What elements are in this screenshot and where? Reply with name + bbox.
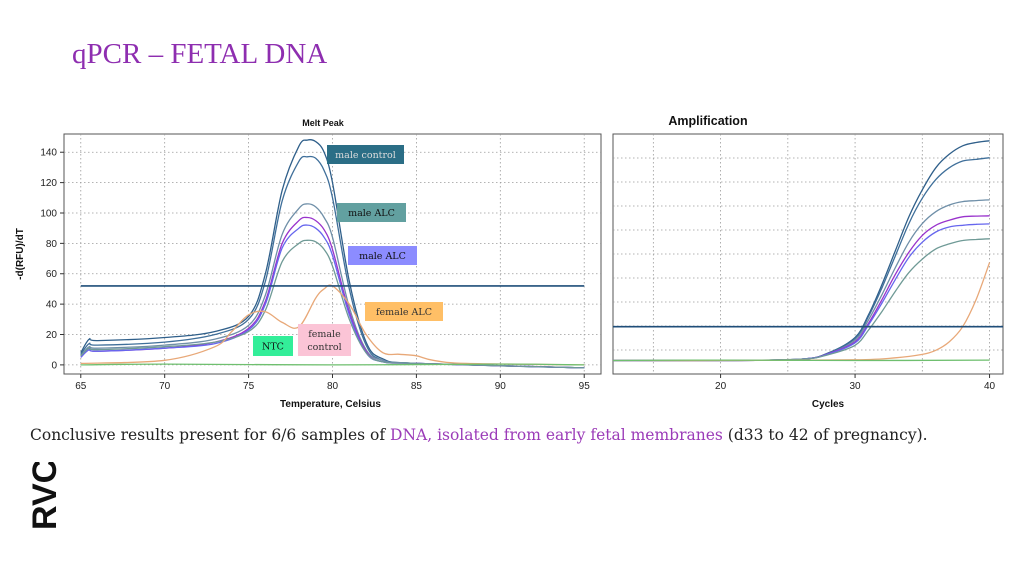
annotation-box: [327, 145, 404, 164]
annotation-text: female: [308, 329, 341, 340]
caption-highlight: DNA, isolated from early fetal membranes: [390, 426, 723, 444]
y-tick-label: 140: [40, 148, 57, 159]
series-area: [80, 139, 585, 369]
x-tick-label: 20: [715, 381, 727, 392]
rvc-logo-text: RVC: [26, 462, 64, 530]
amplification-plot: Amplification 20 30 40 Cycles: [612, 114, 1004, 410]
annotation-box: [298, 324, 351, 356]
x-tick-label: 65: [75, 381, 87, 392]
series-line: [80, 284, 585, 366]
y-tick-label: 20: [46, 330, 58, 341]
x-tick-label: 85: [411, 381, 423, 392]
y-axis-label: -d(RFU)/dT: [15, 228, 26, 280]
x-tick-label: 90: [495, 381, 507, 392]
annotation-label: male control: [327, 145, 404, 164]
annotation-box: [365, 302, 443, 321]
annotation-box: [337, 203, 406, 222]
annotation-label: female ALC: [365, 302, 443, 321]
annotation-box: [253, 336, 293, 356]
annotation-text: NTC: [262, 342, 284, 353]
annotation-text: male ALC: [359, 251, 406, 262]
x-tick-label: 30: [850, 381, 862, 392]
x-axis-label: Temperature, Celsius: [280, 399, 381, 410]
y-tick-label: 60: [46, 269, 58, 280]
series-line: [80, 363, 585, 366]
series-area: [613, 140, 991, 362]
series-line: [80, 203, 585, 369]
series-line: [613, 238, 990, 362]
x-axis-label: Cycles: [812, 399, 845, 410]
y-tick-label: 100: [40, 208, 57, 219]
y-tick-label: 40: [46, 300, 58, 311]
x-tick-label: 75: [243, 381, 255, 392]
x-tick-label: 40: [984, 381, 996, 392]
annotation-label: male ALC: [348, 246, 417, 265]
caption-post: (d33 to 42 of pregnancy).: [722, 426, 928, 444]
series-line: [80, 155, 585, 369]
caption-pre: Conclusive results present for 6/6 sampl…: [30, 426, 391, 444]
chart-title: Amplification: [668, 114, 747, 128]
melt-plot: Melt Peak 65 70 75 80 85 90 95 0 20 40 60 80 100 120 14…: [15, 118, 602, 410]
annotation-text: control: [307, 342, 341, 353]
slide-caption: Conclusive results present for 6/6 sampl…: [30, 426, 928, 444]
annotation-box: [348, 246, 417, 265]
y-tick-label: 120: [40, 178, 57, 189]
series-line: [80, 239, 585, 369]
chart-title: Melt Peak: [302, 118, 345, 128]
annotation-text: male control: [335, 150, 396, 161]
y-tick-label: 80: [46, 239, 58, 250]
slide-title: qPCR – FETAL DNA: [72, 38, 328, 70]
x-tick-label: 80: [327, 381, 339, 392]
series-line: [80, 139, 585, 369]
rvc-logo: RVC: [26, 462, 64, 530]
x-tick-label: 95: [579, 381, 591, 392]
y-tick-label: 0: [51, 360, 57, 371]
plot-frame: [612, 133, 1004, 375]
annotation-text: male ALC: [348, 208, 395, 219]
x-tick-label: 70: [159, 381, 171, 392]
annotation-label: NTC: [253, 336, 293, 356]
annotation-label: female control: [298, 324, 351, 356]
annotation-text: female ALC: [376, 307, 432, 318]
annotation-label: male ALC: [337, 203, 406, 222]
